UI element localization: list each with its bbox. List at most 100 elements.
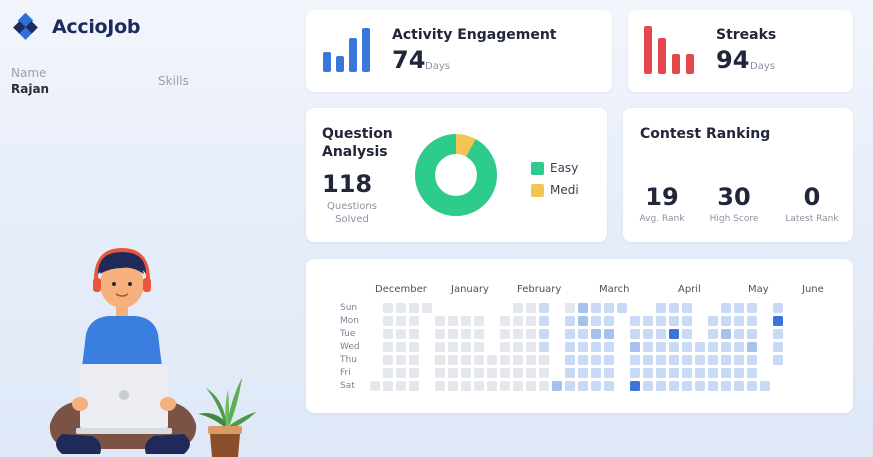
heatmap-cell[interactable] bbox=[435, 368, 445, 378]
heatmap-cell[interactable] bbox=[760, 381, 770, 391]
heatmap-cell[interactable] bbox=[630, 368, 640, 378]
heatmap-cell[interactable] bbox=[656, 316, 666, 326]
heatmap-cell[interactable] bbox=[682, 368, 692, 378]
heatmap-cell[interactable] bbox=[474, 316, 484, 326]
heatmap-cell[interactable] bbox=[721, 303, 731, 313]
heatmap-cell[interactable] bbox=[695, 381, 705, 391]
heatmap-cell[interactable] bbox=[669, 316, 679, 326]
heatmap-cell[interactable] bbox=[669, 368, 679, 378]
heatmap-cell[interactable] bbox=[734, 316, 744, 326]
heatmap-cell[interactable] bbox=[565, 342, 575, 352]
heatmap-cell[interactable] bbox=[500, 316, 510, 326]
heatmap-cell[interactable] bbox=[591, 329, 601, 339]
heatmap-cell[interactable] bbox=[383, 342, 393, 352]
heatmap-cell[interactable] bbox=[604, 316, 614, 326]
heatmap-cell[interactable] bbox=[487, 368, 497, 378]
heatmap-cell[interactable] bbox=[643, 329, 653, 339]
heatmap-cell[interactable] bbox=[435, 355, 445, 365]
heatmap-cell[interactable] bbox=[565, 381, 575, 391]
heatmap-cell[interactable] bbox=[539, 381, 549, 391]
heatmap-cell[interactable] bbox=[539, 329, 549, 339]
heatmap-cell[interactable] bbox=[708, 316, 718, 326]
heatmap-cell[interactable] bbox=[448, 316, 458, 326]
heatmap-cell[interactable] bbox=[513, 368, 523, 378]
heatmap-cell[interactable] bbox=[396, 316, 406, 326]
heatmap-cell[interactable] bbox=[474, 355, 484, 365]
heatmap-cell[interactable] bbox=[591, 342, 601, 352]
heatmap-cell[interactable] bbox=[409, 329, 419, 339]
heatmap-cell[interactable] bbox=[747, 381, 757, 391]
heatmap-cell[interactable] bbox=[578, 329, 588, 339]
heatmap-cell[interactable] bbox=[539, 355, 549, 365]
heatmap-cell[interactable] bbox=[552, 381, 562, 391]
heatmap-cell[interactable] bbox=[708, 355, 718, 365]
heatmap-cell[interactable] bbox=[487, 381, 497, 391]
heatmap-cell[interactable] bbox=[461, 368, 471, 378]
heatmap-cell[interactable] bbox=[682, 355, 692, 365]
heatmap-cell[interactable] bbox=[448, 381, 458, 391]
heatmap-cell[interactable] bbox=[656, 342, 666, 352]
heatmap-cell[interactable] bbox=[643, 368, 653, 378]
heatmap-cell[interactable] bbox=[565, 355, 575, 365]
heatmap-cell[interactable] bbox=[474, 368, 484, 378]
heatmap-cell[interactable] bbox=[604, 303, 614, 313]
heatmap-cell[interactable] bbox=[526, 381, 536, 391]
heatmap-cell[interactable] bbox=[383, 316, 393, 326]
heatmap-cell[interactable] bbox=[513, 329, 523, 339]
heatmap-cell[interactable] bbox=[747, 329, 757, 339]
heatmap-cell[interactable] bbox=[461, 355, 471, 365]
heatmap-cell[interactable] bbox=[526, 342, 536, 352]
heatmap-cell[interactable] bbox=[513, 316, 523, 326]
heatmap-cell[interactable] bbox=[461, 316, 471, 326]
heatmap-cell[interactable] bbox=[773, 316, 783, 326]
heatmap-cell[interactable] bbox=[656, 368, 666, 378]
heatmap-cell[interactable] bbox=[435, 316, 445, 326]
heatmap-cell[interactable] bbox=[734, 368, 744, 378]
heatmap-cell[interactable] bbox=[643, 381, 653, 391]
heatmap-cell[interactable] bbox=[682, 329, 692, 339]
heatmap-cell[interactable] bbox=[656, 329, 666, 339]
heatmap-cell[interactable] bbox=[474, 329, 484, 339]
heatmap-cell[interactable] bbox=[383, 329, 393, 339]
heatmap-cell[interactable] bbox=[734, 342, 744, 352]
heatmap-cell[interactable] bbox=[474, 381, 484, 391]
heatmap-cell[interactable] bbox=[656, 381, 666, 391]
heatmap-cell[interactable] bbox=[526, 368, 536, 378]
heatmap-cell[interactable] bbox=[500, 368, 510, 378]
heatmap-cell[interactable] bbox=[695, 355, 705, 365]
logo[interactable]: AccioJob bbox=[12, 13, 140, 41]
heatmap-cell[interactable] bbox=[500, 355, 510, 365]
heatmap-cell[interactable] bbox=[513, 342, 523, 352]
heatmap-cell[interactable] bbox=[565, 316, 575, 326]
heatmap-cell[interactable] bbox=[513, 355, 523, 365]
heatmap-cell[interactable] bbox=[682, 381, 692, 391]
heatmap-cell[interactable] bbox=[734, 303, 744, 313]
heatmap-cell[interactable] bbox=[383, 355, 393, 365]
heatmap-cell[interactable] bbox=[708, 342, 718, 352]
heatmap-cell[interactable] bbox=[734, 355, 744, 365]
heatmap-cell[interactable] bbox=[734, 329, 744, 339]
heatmap-cell[interactable] bbox=[539, 303, 549, 313]
heatmap-cell[interactable] bbox=[643, 316, 653, 326]
heatmap-cell[interactable] bbox=[396, 381, 406, 391]
heatmap-cell[interactable] bbox=[500, 381, 510, 391]
heatmap-cell[interactable] bbox=[383, 303, 393, 313]
heatmap-cell[interactable] bbox=[669, 355, 679, 365]
heatmap-cell[interactable] bbox=[435, 381, 445, 391]
heatmap-cell[interactable] bbox=[656, 303, 666, 313]
heatmap-cell[interactable] bbox=[409, 368, 419, 378]
heatmap-cell[interactable] bbox=[617, 303, 627, 313]
heatmap-cell[interactable] bbox=[721, 381, 731, 391]
heatmap-cell[interactable] bbox=[578, 303, 588, 313]
heatmap-cell[interactable] bbox=[565, 329, 575, 339]
heatmap-cell[interactable] bbox=[578, 368, 588, 378]
heatmap-cell[interactable] bbox=[409, 355, 419, 365]
heatmap-cell[interactable] bbox=[643, 355, 653, 365]
heatmap-cell[interactable] bbox=[396, 329, 406, 339]
heatmap-cell[interactable] bbox=[721, 316, 731, 326]
heatmap-cell[interactable] bbox=[513, 303, 523, 313]
heatmap-cell[interactable] bbox=[773, 355, 783, 365]
heatmap-cell[interactable] bbox=[461, 329, 471, 339]
heatmap-cell[interactable] bbox=[409, 316, 419, 326]
heatmap-cell[interactable] bbox=[682, 303, 692, 313]
